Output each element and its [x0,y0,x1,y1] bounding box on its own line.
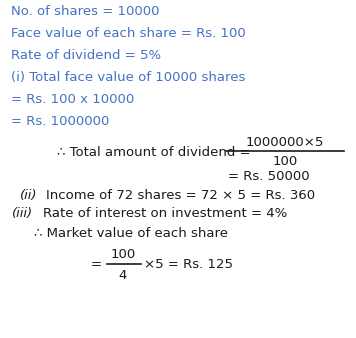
Text: 100: 100 [110,248,135,261]
Text: 1000000×5: 1000000×5 [246,136,324,149]
Text: Rate of dividend = 5%: Rate of dividend = 5% [11,49,161,62]
Text: = Rs. 100 x 10000: = Rs. 100 x 10000 [11,93,134,106]
Text: ×5 = Rs. 125: ×5 = Rs. 125 [144,258,233,271]
Text: ∴ Market value of each share: ∴ Market value of each share [34,227,228,240]
Text: Income of 72 shares = 72 × 5 = Rs. 360: Income of 72 shares = 72 × 5 = Rs. 360 [46,189,315,201]
Text: ∴ Total amount of dividend =: ∴ Total amount of dividend = [57,146,251,159]
Text: (i) Total face value of 10000 shares: (i) Total face value of 10000 shares [11,71,245,84]
Text: Rate of interest on investment = 4%: Rate of interest on investment = 4% [43,207,287,220]
Text: 4: 4 [119,269,127,282]
Text: (iii): (iii) [12,207,33,220]
Text: =: = [91,258,102,271]
Text: Face value of each share = Rs. 100: Face value of each share = Rs. 100 [11,27,245,40]
Text: = Rs. 1000000: = Rs. 1000000 [11,115,109,128]
Text: No. of shares = 10000: No. of shares = 10000 [11,5,159,18]
Text: 100: 100 [272,155,297,168]
Text: = Rs. 50000: = Rs. 50000 [228,170,309,183]
Text: (ii): (ii) [20,189,37,201]
